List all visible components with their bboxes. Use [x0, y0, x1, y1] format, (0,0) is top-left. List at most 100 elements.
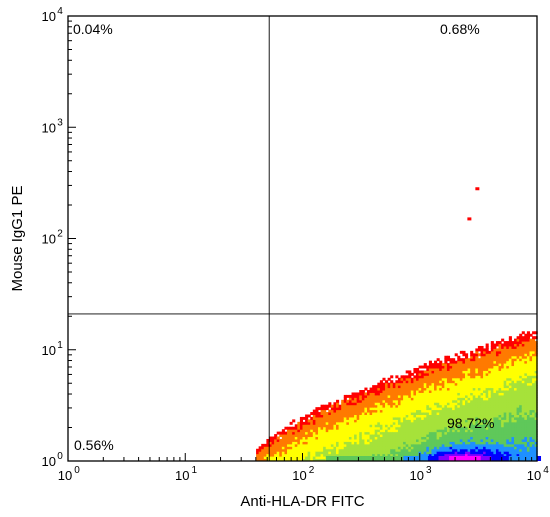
density-cell	[434, 409, 438, 413]
density-cell	[387, 414, 391, 418]
density-cell	[459, 421, 463, 425]
density-cell	[377, 424, 381, 428]
density-cell	[459, 365, 463, 369]
density-cell	[408, 436, 412, 440]
density-cell	[382, 443, 386, 447]
density-cell	[354, 438, 358, 442]
density-cell	[439, 448, 443, 452]
density-cell	[449, 451, 453, 455]
density-cell	[444, 380, 448, 384]
density-cell	[483, 370, 487, 374]
density-cell	[351, 419, 355, 423]
density-cell	[503, 407, 507, 411]
density-cell	[418, 399, 422, 403]
density-cell	[428, 443, 432, 447]
density-cell	[503, 434, 507, 438]
density-cell	[506, 424, 510, 428]
density-cell	[498, 429, 502, 433]
density-cell	[354, 412, 358, 415]
density-cell	[354, 407, 358, 411]
density-cell	[329, 456, 334, 461]
density-cell	[495, 382, 500, 386]
density-cell	[328, 441, 332, 445]
density-cell	[302, 451, 306, 455]
density-cell	[346, 446, 350, 450]
density-cell	[521, 382, 525, 386]
density-cell	[462, 424, 466, 428]
density-cell	[485, 394, 489, 398]
density-cell	[534, 436, 538, 440]
density-cell	[307, 438, 311, 442]
density-cell	[483, 399, 487, 403]
density-cell	[310, 424, 314, 428]
density-cell	[519, 387, 523, 391]
density-cell	[369, 414, 373, 418]
density-cell	[441, 453, 445, 457]
density-cell	[434, 448, 438, 452]
density-cell	[350, 456, 355, 461]
density-cell	[271, 448, 275, 452]
density-cell	[305, 419, 309, 423]
density-cell	[416, 409, 420, 413]
density-cell	[506, 453, 510, 457]
density-cell	[328, 426, 332, 430]
density-cell	[258, 458, 262, 462]
density-cell	[495, 441, 500, 445]
density-cell	[529, 431, 533, 435]
density-cell	[361, 429, 365, 433]
density-cell	[532, 448, 536, 452]
density-cell	[446, 404, 451, 408]
density-cell	[449, 397, 453, 401]
density-cell	[519, 353, 523, 357]
density-cell	[305, 456, 309, 460]
density-cell	[328, 451, 332, 455]
density-cell	[529, 421, 533, 425]
density-cell	[503, 421, 507, 425]
density-cell	[488, 451, 492, 455]
density-cell	[493, 431, 497, 435]
density-cell	[470, 409, 474, 413]
density-cell	[521, 360, 525, 364]
density-cell	[514, 338, 518, 342]
density-cell	[387, 429, 391, 433]
density-cell	[459, 350, 463, 354]
density-cell	[446, 367, 451, 371]
density-cell	[423, 448, 427, 452]
density-cell	[359, 448, 363, 452]
density-cell	[320, 414, 324, 418]
density-cell	[364, 451, 368, 455]
density-cell	[395, 434, 399, 438]
density-cell	[333, 407, 337, 411]
density-cell	[519, 429, 523, 433]
density-cell	[529, 429, 533, 433]
density-cell	[408, 412, 412, 415]
density-cell	[323, 458, 327, 462]
density-cell	[434, 382, 438, 386]
density-cell	[519, 377, 523, 381]
density-cell	[346, 412, 350, 415]
density-cell	[413, 397, 417, 401]
density-cell	[333, 431, 337, 435]
density-cell	[364, 438, 368, 442]
density-cell	[369, 407, 373, 411]
density-cell	[529, 343, 533, 347]
density-cell	[470, 451, 474, 455]
density-cell	[472, 372, 476, 376]
density-cell	[271, 441, 275, 445]
density-cell	[488, 355, 492, 359]
density-cell	[413, 380, 417, 384]
density-cell	[317, 451, 322, 455]
density-cell	[483, 390, 487, 393]
density-cell	[385, 431, 389, 435]
density-cell	[397, 407, 402, 411]
density-cell	[457, 385, 461, 389]
density-cell	[336, 407, 340, 411]
density-cell	[459, 426, 463, 430]
density-cell	[529, 380, 533, 384]
density-cell	[457, 375, 461, 379]
density-cell	[403, 399, 407, 403]
density-cell	[395, 382, 399, 386]
density-cell	[446, 451, 451, 455]
density-cell	[524, 426, 528, 430]
density-cell	[511, 392, 515, 396]
